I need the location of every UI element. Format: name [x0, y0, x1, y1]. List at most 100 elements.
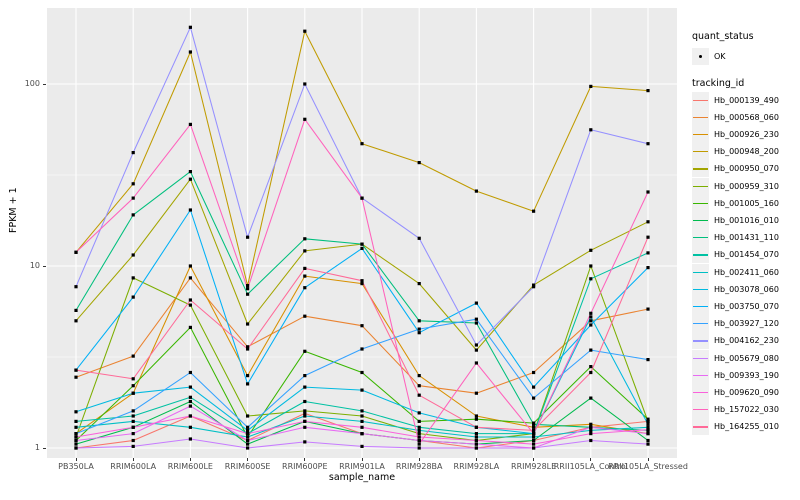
data-point — [246, 414, 250, 418]
legend-key-line — [693, 357, 708, 359]
legend-item-label: Hb_001016_010 — [714, 215, 779, 225]
y-axis-title: FPKM + 1 — [8, 187, 19, 233]
data-point — [131, 384, 135, 388]
data-point — [646, 419, 650, 423]
data-point — [74, 319, 78, 323]
data-point — [131, 444, 135, 448]
data-point — [474, 317, 478, 321]
legend-key — [692, 108, 709, 126]
legend-item-label: Hb_003750_070 — [714, 301, 779, 311]
data-point — [246, 428, 250, 432]
data-point — [417, 446, 421, 450]
data-point — [246, 322, 250, 326]
data-point — [246, 374, 250, 378]
data-point — [360, 425, 364, 429]
series-points-Hb_002411_060 — [74, 414, 650, 439]
legend-item-label: Hb_000950_070 — [714, 164, 779, 174]
legend-key-line — [693, 340, 708, 342]
data-point — [188, 325, 192, 329]
data-point — [303, 117, 307, 121]
data-point — [74, 368, 78, 372]
legend-key — [692, 160, 709, 178]
data-point — [188, 303, 192, 307]
data-point — [474, 301, 478, 305]
data-point — [360, 242, 364, 246]
data-point — [131, 391, 135, 395]
legend-key-line — [693, 99, 708, 101]
data-point — [589, 128, 593, 132]
data-point — [246, 382, 250, 386]
legend-key-line — [693, 271, 708, 273]
series-points-Hb_009393_190 — [74, 404, 650, 450]
data-point — [532, 396, 536, 400]
data-point — [360, 142, 364, 146]
data-point — [589, 432, 593, 436]
legend-key — [692, 383, 709, 401]
legend-key — [692, 211, 709, 229]
data-point — [646, 220, 650, 224]
legend-key — [692, 349, 709, 367]
x-tick-mark — [75, 458, 77, 461]
data-point — [474, 189, 478, 193]
legend-key — [692, 297, 709, 315]
legend-key — [692, 246, 709, 264]
data-point — [589, 438, 593, 443]
legend-key — [692, 143, 709, 161]
data-point — [474, 435, 478, 439]
x-tick-mark — [418, 458, 420, 461]
data-point — [646, 142, 650, 146]
legend-key-line — [693, 202, 708, 205]
legend-item-label: Hb_003927_120 — [714, 319, 779, 329]
data-point — [589, 84, 593, 88]
legend-item-label: Hb_002411_060 — [714, 267, 779, 277]
data-point — [188, 437, 192, 441]
data-point — [417, 161, 421, 165]
data-point — [74, 285, 78, 289]
data-point — [589, 319, 593, 323]
data-point — [246, 347, 250, 351]
data-point — [246, 446, 250, 450]
data-point — [532, 285, 536, 289]
data-point — [303, 286, 307, 290]
data-point — [360, 388, 364, 392]
legend-key — [692, 280, 709, 298]
data-point — [246, 425, 250, 429]
data-point — [360, 414, 364, 418]
data-point — [303, 374, 307, 378]
legend-title-quant-status: quant_status — [692, 31, 754, 42]
data-point — [474, 391, 478, 395]
data-point — [246, 284, 250, 288]
data-point — [360, 419, 364, 423]
legend-key — [692, 229, 709, 247]
data-point — [417, 435, 421, 439]
legend-key — [692, 194, 709, 212]
data-point — [303, 440, 307, 444]
data-point — [188, 50, 192, 54]
x-tick-mark — [361, 458, 363, 461]
legend-item-label: Hb_001431_110 — [714, 233, 779, 243]
data-point — [417, 425, 421, 429]
data-point — [246, 235, 250, 239]
data-point — [188, 122, 192, 126]
data-point — [188, 177, 192, 181]
data-point — [303, 29, 307, 33]
data-point — [646, 251, 650, 255]
data-point — [417, 282, 421, 286]
legend-item-label: Hb_004162_230 — [714, 336, 779, 346]
data-point — [589, 248, 593, 252]
y-tick-label: 100 — [24, 79, 40, 88]
legend-key-line — [693, 409, 708, 411]
data-point — [589, 277, 593, 281]
data-point — [246, 287, 250, 291]
black-point-icon — [699, 55, 703, 59]
data-point — [131, 409, 135, 413]
data-point — [474, 425, 478, 429]
data-point — [131, 438, 135, 443]
x-tick-mark — [304, 458, 306, 461]
data-point — [303, 425, 307, 429]
y-tick-mark — [43, 447, 46, 449]
data-point — [646, 432, 650, 436]
data-point — [532, 432, 536, 436]
data-point — [303, 266, 307, 270]
